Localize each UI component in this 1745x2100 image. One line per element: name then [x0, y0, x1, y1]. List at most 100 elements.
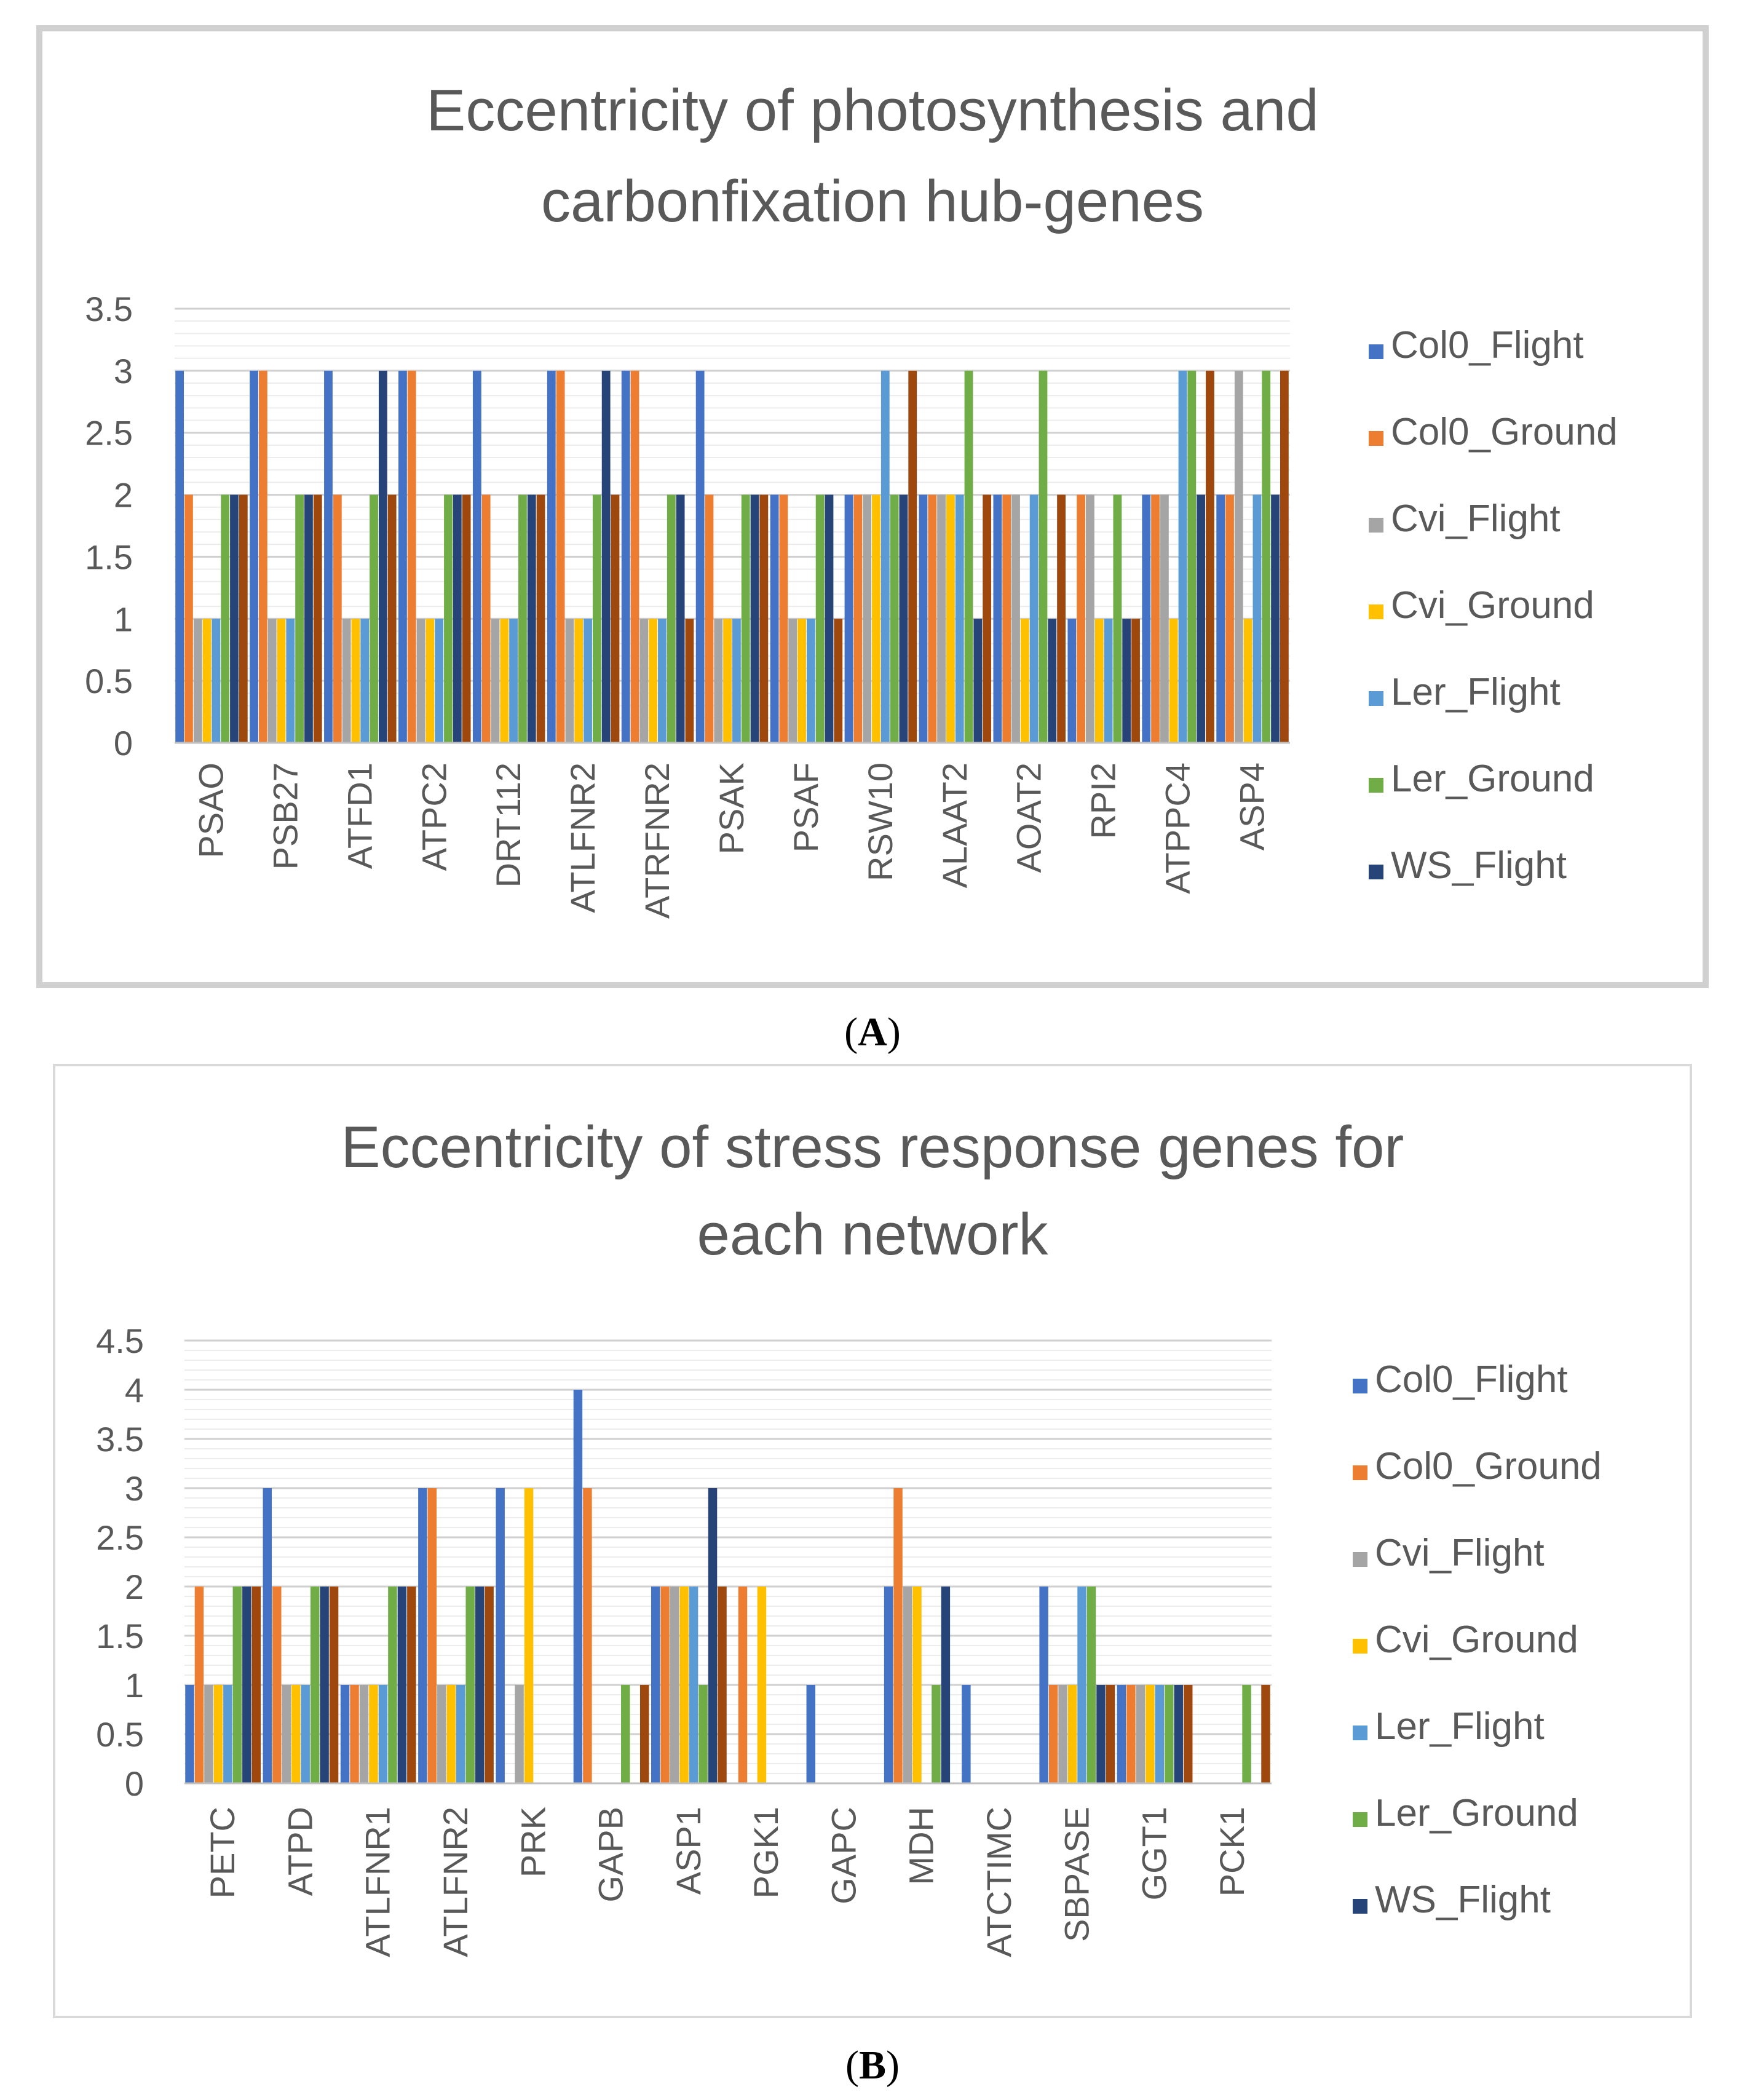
panel-a-plot: 0 0.5 1 1.5 2 2.5 3 3.5 PSAO PSB27 ATFD1 ATPC2 DRT11…	[85, 290, 1290, 919]
bar	[993, 494, 1002, 743]
bar	[194, 1587, 204, 1783]
bar	[759, 494, 769, 743]
bar	[750, 494, 759, 743]
bar	[481, 494, 491, 743]
bar	[342, 619, 351, 743]
legend-swatch	[1353, 1639, 1367, 1654]
panel-b: Eccentricity of stress response genes fo…	[53, 1064, 1692, 2088]
bar	[937, 494, 946, 743]
legend-entry: Cvi_Flight	[1391, 497, 1561, 540]
legend-swatch	[1369, 518, 1383, 533]
bar	[825, 494, 834, 743]
bar	[1136, 1685, 1146, 1783]
x-tick-label: PSAF	[786, 763, 825, 852]
bar	[884, 1587, 893, 1783]
legend-entry: WS_Flight	[1375, 1879, 1551, 1921]
bar	[1094, 619, 1104, 743]
bar	[272, 1587, 282, 1783]
bar	[1243, 619, 1252, 743]
bar	[639, 619, 649, 743]
y-tick-label: 3	[114, 352, 133, 390]
bar	[698, 1685, 708, 1783]
y-tick-label: 2	[125, 1567, 144, 1606]
bar	[295, 494, 304, 743]
y-tick-label: 1.5	[85, 537, 133, 576]
bar	[649, 619, 658, 743]
bar	[738, 1587, 748, 1783]
bar	[908, 370, 917, 743]
bar	[407, 370, 416, 743]
bar	[705, 494, 714, 743]
legend-swatch	[1369, 778, 1383, 793]
bar	[770, 494, 779, 743]
bar	[387, 494, 397, 743]
bar	[779, 494, 788, 743]
bar	[1151, 494, 1160, 743]
x-tick-label: ATLFNR2	[563, 763, 602, 913]
legend-swatch	[1369, 865, 1383, 879]
bar	[500, 619, 509, 743]
bar	[547, 370, 556, 743]
bar	[723, 619, 732, 743]
x-tick-label: ALAAT2	[935, 763, 974, 888]
bar	[1117, 1685, 1126, 1783]
bar	[611, 494, 620, 743]
bar	[718, 1587, 727, 1783]
bar	[955, 494, 964, 743]
y-tick-label: 3	[125, 1469, 144, 1508]
bar	[351, 619, 360, 743]
legend-entry: Ler_Flight	[1375, 1705, 1545, 1748]
bar	[1261, 1685, 1270, 1783]
bar	[1048, 619, 1057, 743]
bar	[398, 370, 407, 743]
bar	[370, 494, 378, 743]
bar	[310, 1587, 320, 1783]
bar	[437, 1685, 446, 1783]
bar	[313, 494, 322, 743]
panel-b-label: (B)	[845, 2043, 900, 2088]
bar	[453, 494, 462, 743]
panel-b-letter: B	[859, 2043, 886, 2088]
bar	[212, 619, 221, 743]
bar	[333, 494, 342, 743]
x-tick-label: ATRFNR2	[638, 763, 676, 919]
bar	[1160, 494, 1169, 743]
bar	[732, 619, 741, 743]
x-tick-label: ATFD1	[340, 763, 379, 869]
bar	[1178, 370, 1187, 743]
x-tick-label: SBPASE	[1057, 1807, 1096, 1942]
bar	[427, 1488, 437, 1783]
bar	[456, 1685, 465, 1783]
legend-swatch	[1353, 1465, 1367, 1480]
bar	[788, 619, 797, 743]
bar	[242, 1587, 251, 1783]
bar	[239, 494, 248, 743]
bar	[1187, 370, 1197, 743]
bar	[397, 1587, 407, 1783]
panel-a-title-line-2: carbonfixation hub-genes	[541, 168, 1204, 234]
panel-a: Eccentricity of photosynthesis and carbo…	[36, 25, 1709, 1055]
bar	[903, 1587, 912, 1783]
legend-swatch	[1353, 1726, 1367, 1740]
legend-swatch	[1369, 604, 1383, 619]
bar	[418, 1488, 427, 1783]
legend-entry: Ler_Ground	[1391, 758, 1594, 800]
bar	[1067, 1685, 1077, 1783]
x-tick-label: PRK	[513, 1807, 552, 1877]
bar	[462, 494, 471, 743]
bar	[340, 1685, 350, 1783]
x-tick-label: MDH	[902, 1807, 941, 1885]
bar	[204, 1685, 213, 1783]
legend-entry: Col0_Ground	[1375, 1445, 1602, 1488]
bar	[496, 1488, 505, 1783]
bar	[556, 370, 565, 743]
y-tick-label: 0	[125, 1764, 144, 1803]
bar	[1216, 494, 1225, 743]
bar	[1067, 619, 1077, 743]
bar	[695, 370, 705, 743]
x-tick-label: AOAT2	[1010, 763, 1048, 873]
bar	[350, 1685, 359, 1783]
y-tick-label: 3.5	[85, 290, 133, 328]
bar	[912, 1587, 922, 1783]
y-tick-label: 2	[114, 476, 133, 515]
